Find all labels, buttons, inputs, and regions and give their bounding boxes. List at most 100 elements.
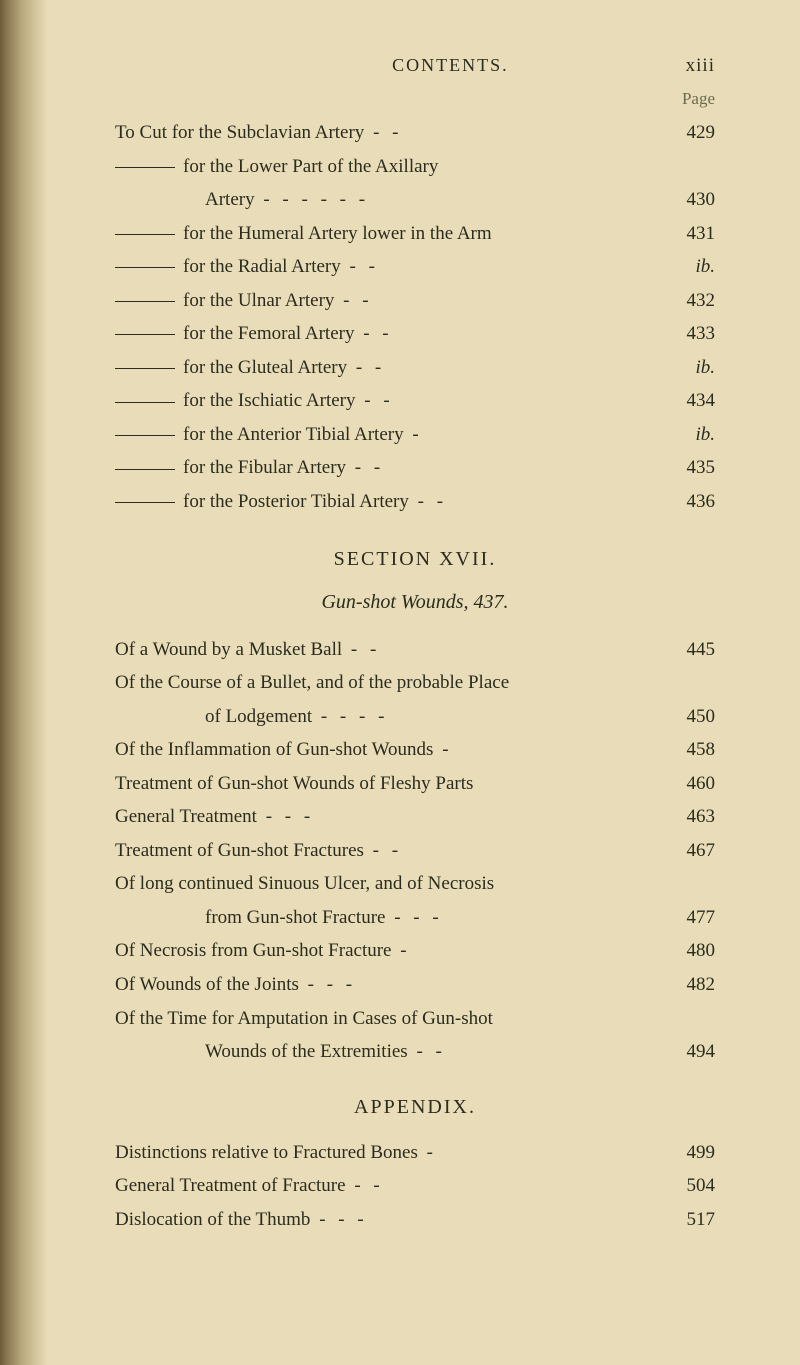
entry-rule: [115, 301, 175, 302]
toc-entry-dashes: - - -: [299, 974, 356, 995]
toc-entry-label: Distinctions relative to Fractured Bones: [115, 1142, 418, 1163]
toc-entry-label: from Gun-shot Fracture: [205, 907, 385, 928]
toc-entry-page: 504: [665, 1172, 715, 1200]
toc-entry: General Treatment - - -463: [115, 803, 715, 831]
toc-entry-text: Distinctions relative to Fractured Bones…: [115, 1139, 665, 1167]
toc-entry-label: Of long continued Sinuous Ulcer, and of …: [115, 873, 494, 894]
toc-entry-text: Wounds of the Extremities - -: [115, 1038, 665, 1066]
toc-entry: for the Radial Artery - -ib.: [115, 253, 715, 281]
entry-rule: [115, 402, 175, 403]
toc-entry-label: for the Humeral Artery lower in the Arm: [183, 223, 492, 244]
toc-entry-text: for the Ischiatic Artery - -: [115, 387, 665, 415]
toc-entry: Of Necrosis from Gun-shot Fracture -480: [115, 937, 715, 965]
toc-entry: for the Ischiatic Artery - -434: [115, 387, 715, 415]
toc-entry-dashes: - -: [346, 457, 384, 478]
toc-entry: for the Ulnar Artery - -432: [115, 287, 715, 315]
toc-entry: Artery - - - - - -430: [115, 186, 715, 214]
toc-entry-page: 436: [665, 488, 715, 516]
toc-entry-page: 431: [665, 220, 715, 248]
toc-entry-label: for the Radial Artery: [183, 256, 341, 277]
entry-rule: [115, 167, 175, 168]
toc-entry-page: ib.: [665, 421, 715, 449]
toc-entry-label: General Treatment: [115, 806, 257, 827]
toc-entry-page: 434: [665, 387, 715, 415]
toc-entry-text: for the Ulnar Artery - -: [115, 287, 665, 315]
toc-entry-dashes: - - - - - -: [255, 189, 369, 210]
toc-entry-page: 432: [665, 287, 715, 315]
toc-entry-dashes: - -: [334, 290, 372, 311]
toc-entry-text: Dislocation of the Thumb - - -: [115, 1206, 665, 1234]
toc-entry-label: for the Anterior Tibial Artery: [183, 424, 404, 445]
section-entries-list: Of a Wound by a Musket Ball - -445 Of the…: [115, 636, 715, 1066]
page-column-label: Page: [115, 89, 715, 109]
top-entries-list: To Cut for the Subclavian Artery - -429f…: [115, 119, 715, 516]
toc-entry: Wounds of the Extremities - -494: [115, 1038, 715, 1066]
toc-entry-label: for the Femoral Artery: [183, 323, 354, 344]
page-content: CONTENTS. xiii Page To Cut for the Subcl…: [0, 0, 800, 1289]
toc-entry-label: Of the Course of a Bullet, and of the pr…: [115, 672, 509, 693]
header-row: CONTENTS. xiii: [115, 55, 715, 77]
toc-entry-label: Of the Inflammation of Gun-shot Wounds: [115, 739, 433, 760]
toc-entry-page: 460: [665, 770, 715, 798]
toc-entry: of Lodgement - - - - 450: [115, 703, 715, 731]
toc-entry: for the Fibular Artery - -435: [115, 454, 715, 482]
entry-rule: [115, 368, 175, 369]
toc-entry-text: Treatment of Gun-shot Fractures - -: [115, 837, 665, 865]
toc-entry: Of a Wound by a Musket Ball - -445: [115, 636, 715, 664]
toc-entry-page: 429: [665, 119, 715, 147]
toc-entry-dashes: -: [404, 424, 423, 445]
toc-entry-text: To Cut for the Subclavian Artery - -: [115, 119, 665, 147]
toc-entry-dashes: -: [391, 940, 410, 961]
toc-entry-text: Of a Wound by a Musket Ball - -: [115, 636, 665, 664]
toc-entry-label: Of the Time for Amputation in Cases of G…: [115, 1008, 493, 1029]
toc-entry-page: 433: [665, 320, 715, 348]
entry-rule: [115, 435, 175, 436]
toc-entry-page: 450: [665, 703, 715, 731]
toc-entry-dashes: - -: [364, 122, 402, 143]
toc-entry-text: Artery - - - - - -: [115, 186, 665, 214]
toc-entry-label: Artery: [205, 189, 255, 210]
toc-entry-page: 477: [665, 904, 715, 932]
toc-entry-text: Of the Time for Amputation in Cases of G…: [115, 1005, 665, 1033]
toc-entry-page: 445: [665, 636, 715, 664]
toc-entry-page: 430: [665, 186, 715, 214]
toc-entry-label: for the Ischiatic Artery: [183, 390, 356, 411]
toc-entry-text: for the Gluteal Artery - -: [115, 354, 665, 382]
toc-entry-text: Treatment of Gun-shot Wounds of Fleshy P…: [115, 770, 665, 798]
entry-rule: [115, 234, 175, 235]
appendix-entries-list: Distinctions relative to Fractured Bones…: [115, 1139, 715, 1234]
toc-entry: To Cut for the Subclavian Artery - -429: [115, 119, 715, 147]
toc-entry-text: for the Humeral Artery lower in the Arm: [115, 220, 665, 248]
section-subtitle: Gun-shot Wounds, 437.: [115, 591, 715, 614]
toc-entry-label: Of Necrosis from Gun-shot Fracture: [115, 940, 391, 961]
toc-entry-text: from Gun-shot Fracture - - -: [115, 904, 665, 932]
toc-entry: from Gun-shot Fracture - - -477: [115, 904, 715, 932]
toc-entry-page: ib.: [665, 354, 715, 382]
toc-entry-label: Wounds of the Extremities: [205, 1041, 408, 1062]
toc-entry-page: 499: [665, 1139, 715, 1167]
toc-entry-dashes: - -: [347, 357, 385, 378]
page-number-roman: xiii: [686, 55, 715, 77]
appendix-title: APPENDIX.: [115, 1096, 715, 1119]
toc-entry-dashes: - -: [356, 390, 394, 411]
toc-entry-dashes: - -: [408, 1041, 446, 1062]
toc-entry-label: To Cut for the Subclavian Artery: [115, 122, 364, 143]
toc-entry-label: Of Wounds of the Joints: [115, 974, 299, 995]
section-title: SECTION XVII.: [115, 548, 715, 571]
toc-entry: Treatment of Gun-shot Fractures - -467: [115, 837, 715, 865]
toc-entry-dashes: - -: [354, 323, 392, 344]
toc-entry-dashes: - - - -: [312, 706, 388, 727]
toc-entry-page: 467: [665, 837, 715, 865]
toc-entry: for the Femoral Artery - -433: [115, 320, 715, 348]
toc-entry: General Treatment of Fracture - -504: [115, 1172, 715, 1200]
toc-entry-label: Dislocation of the Thumb: [115, 1209, 310, 1230]
toc-entry-text: for the Femoral Artery - -: [115, 320, 665, 348]
toc-entry: Treatment of Gun-shot Wounds of Fleshy P…: [115, 770, 715, 798]
toc-entry: Of Wounds of the Joints - - -482: [115, 971, 715, 999]
toc-entry-label: of Lodgement: [205, 706, 312, 727]
toc-entry-page: 494: [665, 1038, 715, 1066]
toc-entry: for the Lower Part of the Axillary: [115, 153, 715, 181]
toc-entry-label: for the Fibular Artery: [183, 457, 346, 478]
toc-entry-label: for the Ulnar Artery: [183, 290, 334, 311]
toc-entry-label: General Treatment of Fracture: [115, 1175, 346, 1196]
